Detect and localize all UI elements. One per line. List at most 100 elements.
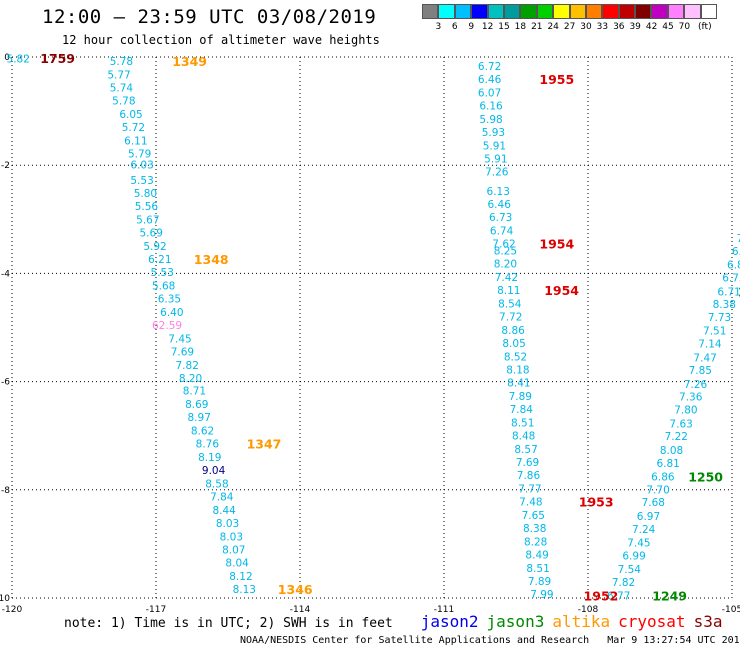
pass-time-label: 1347 bbox=[247, 436, 282, 451]
colorbar-swatch bbox=[520, 4, 537, 19]
wave-height-value: 8.97 bbox=[188, 412, 211, 424]
mission-jason2: jason2 bbox=[420, 612, 479, 631]
wave-height-value: 7.99 bbox=[530, 589, 553, 601]
wave-height-value: 8.41 bbox=[507, 378, 530, 390]
wave-height-value: 6.72 bbox=[478, 61, 501, 73]
wave-height-value: 7.84 bbox=[210, 491, 234, 503]
wave-height-value: 7.69 bbox=[516, 457, 539, 469]
wave-height-value: 7.70 bbox=[646, 484, 669, 496]
pass-time-label: 1250 bbox=[688, 469, 723, 484]
colorbar-swatch bbox=[618, 4, 636, 19]
wave-height-value: 7.80 bbox=[674, 405, 697, 417]
wave-height-value: 7.72 bbox=[499, 312, 522, 324]
pass-time-label: 1953 bbox=[579, 495, 614, 510]
wave-height-value: 6.71 bbox=[717, 286, 740, 298]
wave-height-value: 7.68 bbox=[642, 497, 665, 509]
wave-height-value: 8.20 bbox=[179, 373, 202, 385]
wave-height-value: 62.59 bbox=[152, 320, 182, 332]
colorbar-label: 39 bbox=[629, 22, 641, 32]
wave-height-value: 5.67 bbox=[136, 214, 159, 226]
colorbar-label: 21 bbox=[531, 22, 543, 32]
wave-height-value: 8.51 bbox=[526, 563, 549, 575]
mission-jason3: jason3 bbox=[486, 612, 545, 631]
wave-height-value: 6.11 bbox=[124, 135, 147, 147]
wave-height-value: 7.89 bbox=[509, 391, 532, 403]
pass-time-label: 1955 bbox=[539, 72, 574, 87]
wave-height-value: 7.22 bbox=[665, 431, 688, 443]
wave-height-value: 9.04 bbox=[202, 465, 226, 477]
wave-height-value: 8.58 bbox=[205, 478, 228, 490]
lat-tick-label: 0 bbox=[4, 53, 10, 63]
wave-height-value: 6.86 bbox=[727, 260, 740, 272]
wave-height-value: 8.05 bbox=[502, 338, 525, 350]
wave-height-value: 7.24 bbox=[632, 524, 656, 536]
wave-height-value: 6.40 bbox=[160, 307, 183, 319]
wave-height-value: 6.05 bbox=[119, 109, 142, 121]
wave-height-value: 6.73 bbox=[489, 212, 512, 224]
wave-height-value: 5.91 bbox=[483, 141, 506, 153]
lon-tick-label: -111 bbox=[434, 605, 454, 615]
wave-height-value: 7.63 bbox=[669, 418, 692, 430]
units-note: note: 1) Time is in UTC; 2) SWH is in fe… bbox=[64, 616, 393, 631]
wave-height-value: 7.77 bbox=[518, 484, 541, 496]
wave-height-value: 8.86 bbox=[501, 325, 525, 337]
track-1: 5.82 5.785.775.745.786.055.726.115.796.03… bbox=[7, 54, 256, 596]
wave-height-value: 5.93 bbox=[482, 127, 505, 139]
wave-height-value: 8.13 bbox=[233, 584, 256, 596]
colorbar-swatch bbox=[471, 4, 488, 19]
wave-height-value: 7.86 bbox=[517, 470, 541, 482]
colorbar-label: 6 bbox=[451, 22, 458, 32]
footer: NOAA/NESDIS Center for Satellite Applica… bbox=[240, 635, 740, 646]
page-title: 12:00 – 23:59 UTC 03/08/2019 bbox=[42, 6, 377, 28]
wave-height-value: 7.26 bbox=[684, 379, 708, 391]
wave-height-value: 8.18 bbox=[506, 365, 529, 377]
lat-tick-label: -4 bbox=[1, 269, 10, 279]
colorbar-label: 24 bbox=[547, 22, 559, 32]
colorbar-swatch bbox=[438, 4, 455, 19]
wave-height-value: 7.62 bbox=[492, 239, 515, 251]
wave-height-value: 8.69 bbox=[185, 399, 208, 411]
wave-height-value: 5.91 bbox=[484, 154, 507, 166]
colorbar-swatch bbox=[422, 4, 439, 19]
axis-tick-labels: -120 -117 -114 -111 -108 -105 0 -2 -4 -6 -8 -10 bbox=[0, 53, 740, 615]
wave-height-value: 6.97 bbox=[637, 511, 660, 523]
wave-height-value: 7.85 bbox=[689, 365, 712, 377]
wave-height-value: 8.51 bbox=[511, 418, 534, 430]
wave-height-value: 8.19 bbox=[198, 452, 221, 464]
wave-height-value: 6.46 bbox=[478, 74, 502, 86]
colorbar-label: 27 bbox=[563, 22, 576, 32]
wave-height-value: 8.03 bbox=[220, 531, 243, 543]
colorbar-label: 15 bbox=[498, 22, 510, 32]
wave-height-value: 5.78 bbox=[110, 56, 133, 68]
colorbar-label: 42 bbox=[645, 22, 658, 32]
track-3: 6.777.827.546.997.457.246.977.687.706.86… bbox=[607, 233, 740, 602]
wave-height-value: 5.74 bbox=[110, 82, 134, 94]
wave-height-value: 8.07 bbox=[222, 544, 245, 556]
pass-time-label: 1759 bbox=[40, 51, 75, 66]
wave-height-value: 8.12 bbox=[229, 571, 252, 583]
colorbar-swatch bbox=[651, 4, 668, 19]
wave-height-value: 7.84 bbox=[510, 404, 534, 416]
wave-height-value: 8.38 bbox=[523, 523, 546, 535]
lon-tick-label: -120 bbox=[2, 605, 23, 615]
wave-height-value: 8.71 bbox=[183, 385, 206, 397]
swh-colorbar bbox=[422, 4, 718, 19]
wave-height-value: 5.53 bbox=[151, 267, 174, 279]
pass-time-label: 1954 bbox=[539, 237, 574, 252]
map-grid bbox=[11, 56, 733, 599]
colorbar-swatch bbox=[700, 4, 718, 19]
generated-timestamp: Mar 9 13:27:54 UTC 2019 bbox=[607, 635, 740, 646]
wave-height-value: 7.82 bbox=[612, 577, 635, 589]
lon-tick-label: -105 bbox=[722, 605, 740, 615]
wave-height-value: 8.08 bbox=[660, 445, 683, 457]
lat-tick-label: -2 bbox=[1, 161, 10, 171]
pass-time-label: 1346 bbox=[278, 582, 313, 597]
colorbar-swatch bbox=[635, 4, 652, 19]
wave-height-value: 8.04 bbox=[225, 557, 249, 569]
mission-cryosat: cryosat bbox=[618, 612, 686, 631]
colorbar-swatch bbox=[503, 4, 521, 19]
wave-height-value: 5.79 bbox=[128, 148, 151, 160]
wave-height-value: 6.16 bbox=[479, 101, 503, 113]
wave-height-value: 5.77 bbox=[107, 69, 130, 81]
wave-height-value: 5.72 bbox=[122, 122, 145, 134]
